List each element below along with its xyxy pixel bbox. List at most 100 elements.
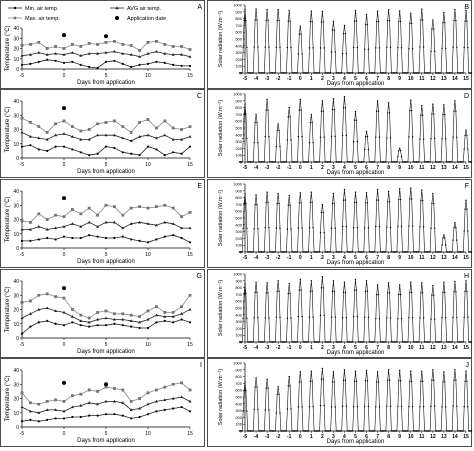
- x-tick-label: 9: [398, 255, 401, 261]
- solar-radiation-point: [422, 138, 425, 140]
- solar-radiation-point: [354, 9, 357, 12]
- x-tick-label: 11: [419, 255, 425, 261]
- solar-radiation-point: [288, 9, 290, 12]
- x-tick-label: 10: [145, 252, 151, 258]
- data-point-min: [88, 325, 91, 328]
- data-point-max: [188, 293, 192, 297]
- data-point-avg: [28, 312, 32, 315]
- data-point-min: [155, 60, 158, 63]
- data-point-min: [104, 145, 108, 148]
- data-point-min: [104, 413, 108, 416]
- solar-radiation-point: [356, 226, 359, 229]
- y-tick-label: 900: [235, 9, 242, 14]
- data-point-max: [79, 129, 83, 133]
- solar-radiation-point: [253, 408, 255, 411]
- data-point-min: [37, 238, 40, 241]
- solar-radiation-point: [276, 290, 278, 292]
- solar-radiation-point: [432, 103, 434, 105]
- data-point-max: [20, 391, 24, 395]
- solar-radiation-point: [410, 380, 413, 383]
- y-tick-label: 30: [13, 293, 19, 299]
- x-tick-label: 10: [145, 162, 151, 168]
- x-tick-label: 12: [430, 76, 436, 82]
- x-tick-label: 12: [430, 255, 436, 261]
- solar-radiation-point: [396, 251, 398, 253]
- data-point-max: [121, 125, 125, 128]
- solar-radiation-point: [453, 379, 455, 381]
- data-point-avg: [138, 220, 142, 224]
- x-tick-label: 3: [332, 255, 335, 261]
- solar-radiation-point: [408, 136, 410, 138]
- solar-radiation-point: [422, 19, 424, 21]
- data-point-min: [96, 414, 99, 417]
- solar-radiation-point: [308, 226, 311, 229]
- solar-radiation-point: [287, 292, 289, 295]
- solar-radiation-point: [365, 13, 368, 16]
- solar-radiation-point: [363, 161, 365, 163]
- legend-marker: [13, 6, 17, 10]
- solar-radiation-point: [408, 405, 410, 408]
- data-point-min: [180, 152, 183, 155]
- y-tick-label: 500: [235, 216, 242, 221]
- legend-label: Application date: [127, 16, 166, 22]
- x-tick-label: 11: [419, 76, 425, 82]
- solar-radiation-point: [299, 98, 301, 101]
- data-point-min: [79, 63, 82, 66]
- x-tick-label: 9: [398, 165, 401, 171]
- data-point-max: [138, 121, 141, 124]
- data-point-min: [121, 235, 124, 238]
- solar-radiation-point: [268, 135, 270, 138]
- solar-radiation-point: [422, 380, 424, 383]
- legend-marker: [115, 6, 119, 10]
- data-point-avg: [112, 220, 116, 224]
- solar-radiation-line: [239, 188, 472, 253]
- data-point-avg: [104, 316, 108, 320]
- solar-radiation-point: [467, 46, 469, 49]
- solar-radiation-point: [289, 292, 291, 295]
- solar-radiation-point: [385, 430, 387, 432]
- data-point-min: [121, 414, 124, 417]
- data-point-min: [88, 414, 91, 417]
- solar-radiation-point: [386, 405, 388, 407]
- solar-radiation-point: [411, 225, 414, 227]
- solar-radiation-point: [309, 380, 312, 383]
- solar-radiation-point: [312, 316, 314, 318]
- y-axis-label: Solar radiation (W.m⁻²): [218, 100, 224, 157]
- solar-radiation-point: [344, 379, 347, 381]
- solar-radiation-point: [290, 139, 292, 141]
- data-point-min: [71, 415, 74, 419]
- solar-radiation-point: [342, 291, 345, 294]
- solar-radiation-point: [445, 138, 447, 140]
- data-point-max: [87, 128, 91, 131]
- solar-radiation-point: [364, 316, 366, 318]
- data-point-max: [163, 385, 167, 389]
- solar-radiation-point: [330, 135, 333, 138]
- solar-radiation-point: [366, 23, 369, 26]
- solar-radiation-point: [345, 405, 347, 407]
- x-tick-label: 5: [354, 76, 357, 82]
- legend-marker: [13, 16, 17, 20]
- data-point-avg: [28, 409, 32, 413]
- x-tick-label: 10: [408, 255, 414, 261]
- x-tick-label: -4: [254, 255, 259, 261]
- data-point-min: [121, 151, 124, 154]
- solar-radiation-point: [387, 102, 390, 104]
- data-point-min: [104, 236, 108, 240]
- solar-radiation-point: [264, 317, 266, 319]
- solar-radiation-point: [245, 202, 247, 205]
- solar-radiation-point: [342, 107, 345, 109]
- data-point-min: [88, 234, 91, 237]
- x-tick-label: 0: [63, 431, 66, 437]
- solar-radiation-point: [322, 378, 324, 380]
- data-point-max: [155, 205, 158, 209]
- solar-radiation-point: [307, 430, 310, 432]
- x-tick-label: 15: [187, 342, 193, 348]
- data-point-avg: [154, 399, 158, 403]
- data-point-max: [171, 310, 175, 314]
- solar-radiation-point: [433, 202, 435, 205]
- solar-radiation-point: [378, 47, 381, 49]
- solar-radiation-point: [244, 192, 246, 195]
- solar-radiation-point: [277, 192, 279, 195]
- x-tick-label: 2: [321, 434, 324, 440]
- application-date-point: [62, 380, 66, 385]
